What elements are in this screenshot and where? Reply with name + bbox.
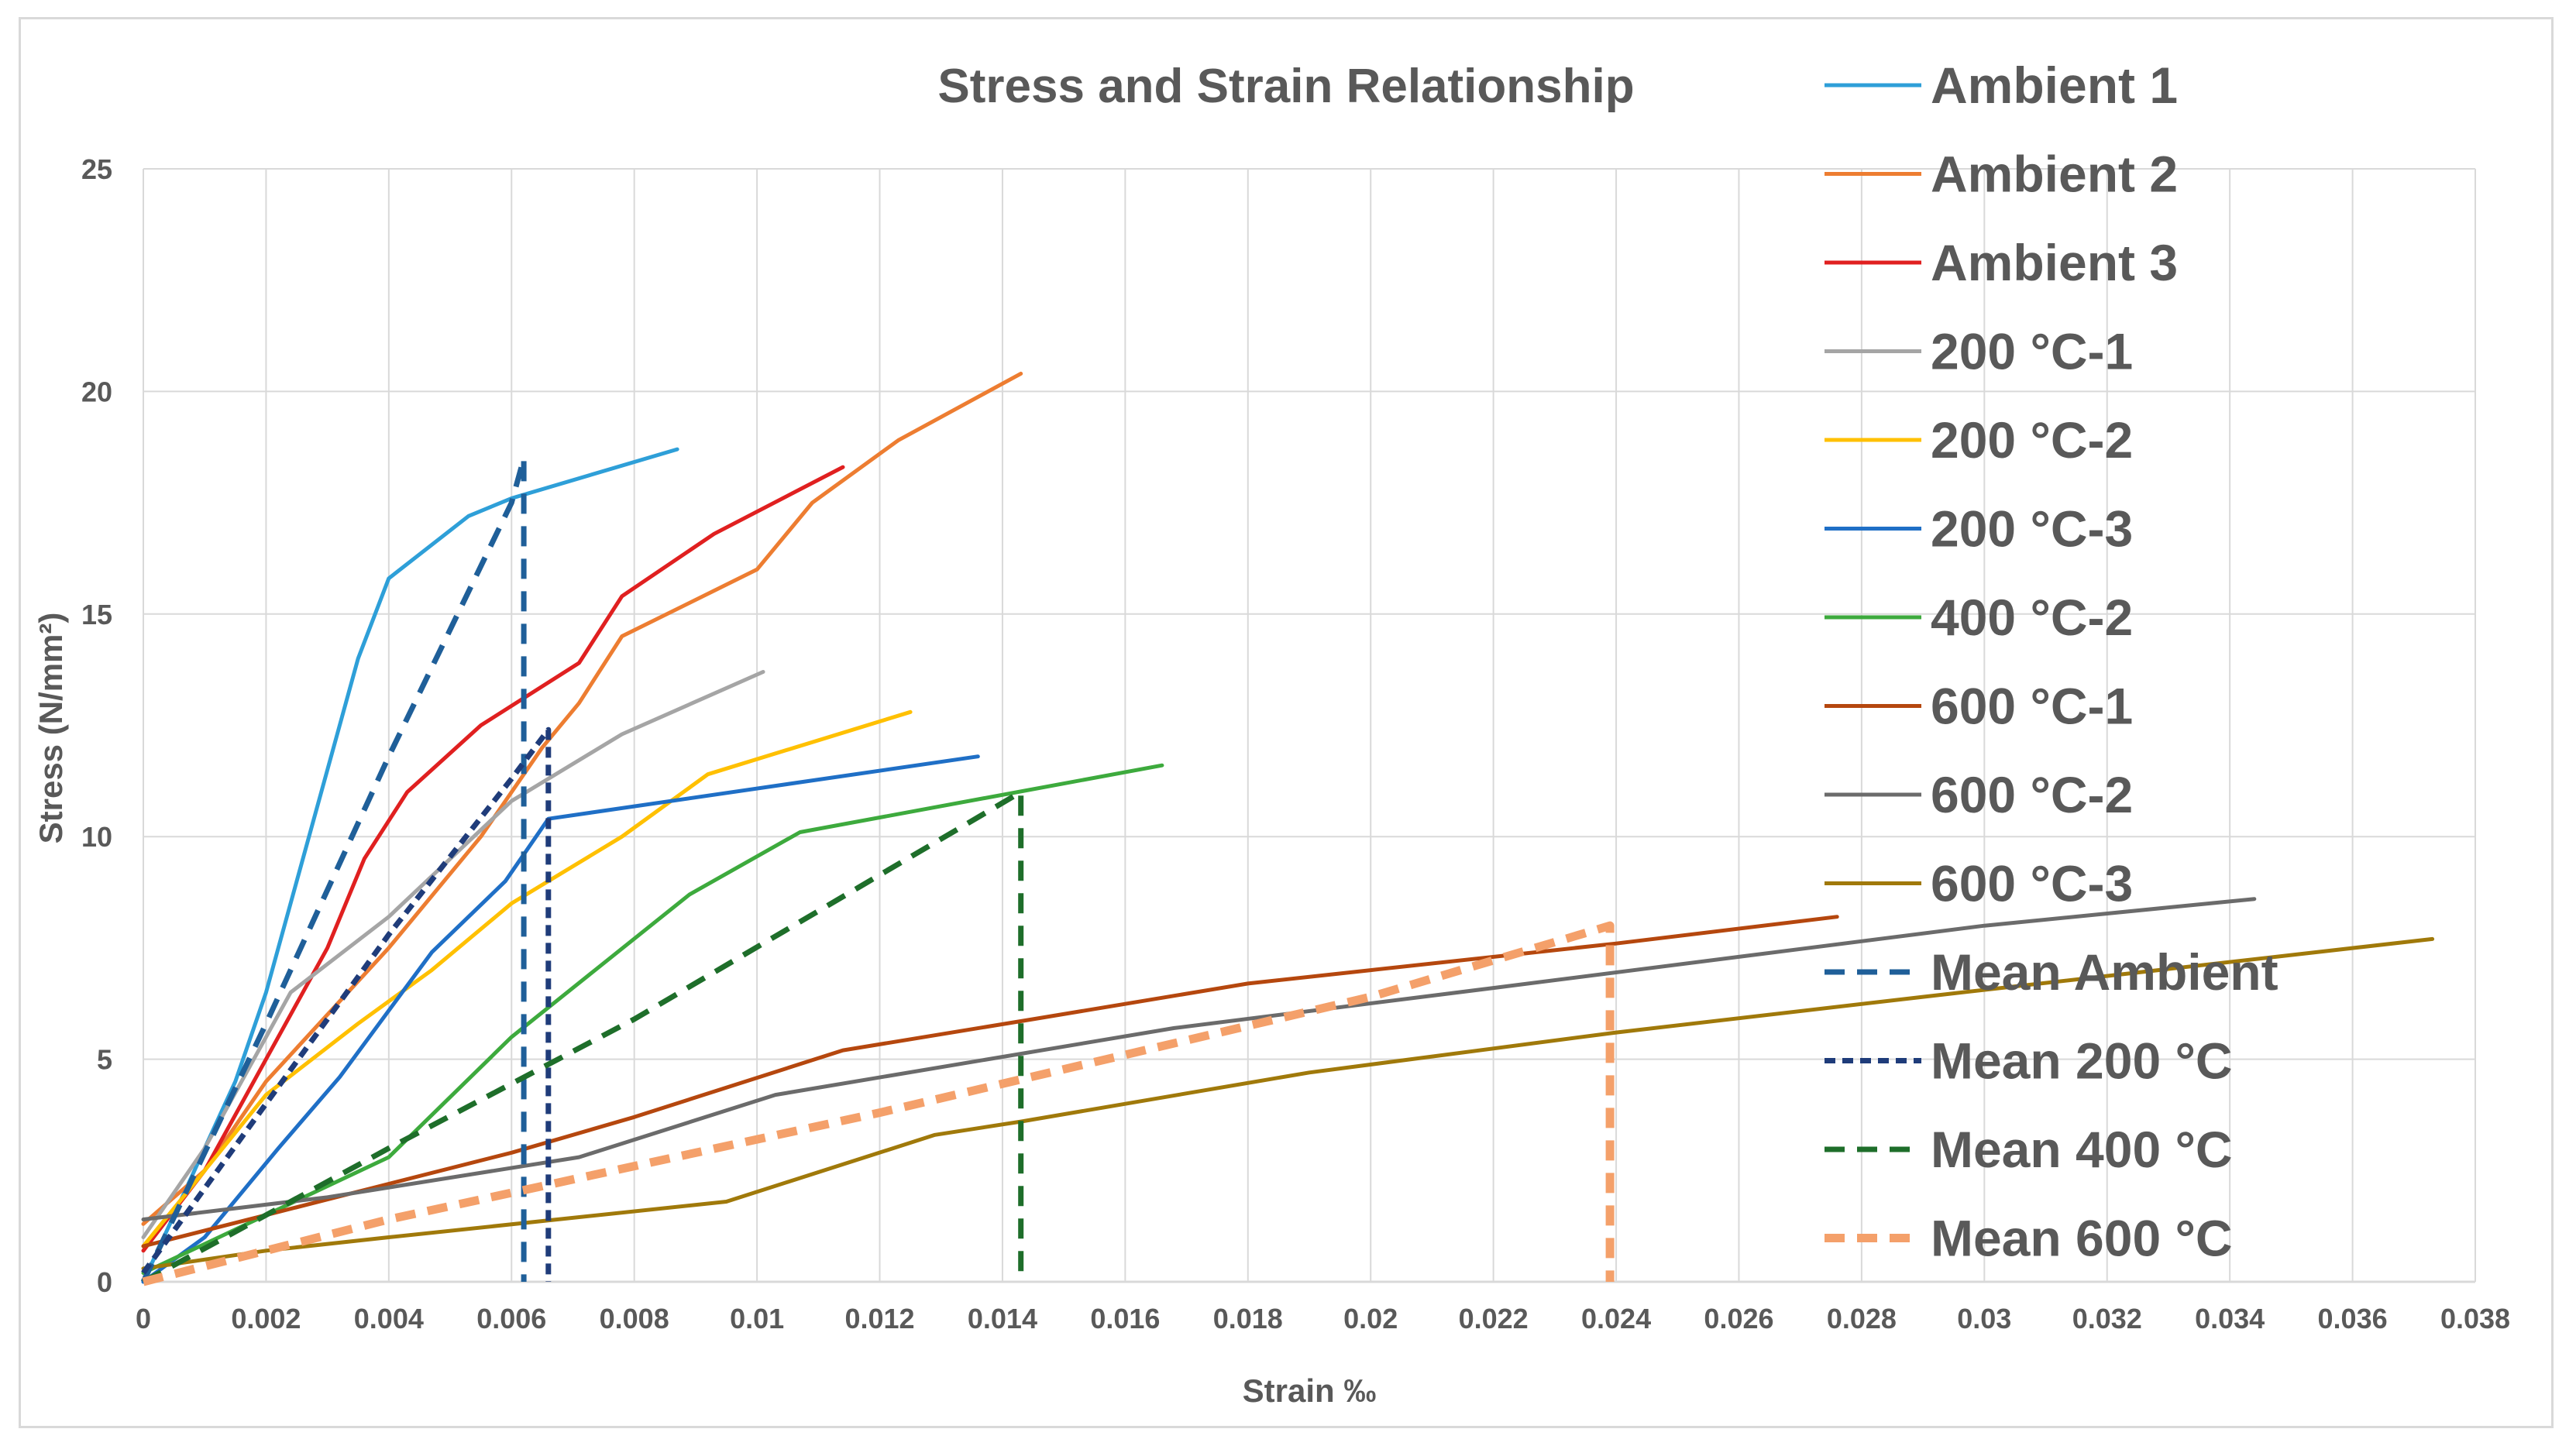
x-axis-label: Strain ‰	[1243, 1372, 1377, 1409]
x-tick-label: 0.03	[1957, 1303, 2011, 1334]
series-line-600-c-1	[141, 915, 1839, 1249]
series-line-ambient-2	[141, 371, 1023, 1226]
legend-label: Mean 200 °C	[1931, 1032, 2233, 1090]
series-line-mean-600-c	[142, 921, 1615, 1286]
legend-label: Ambient 2	[1931, 146, 2178, 203]
legend-label: 200 °C-1	[1931, 323, 2133, 380]
x-tick-label: 0	[136, 1303, 151, 1334]
y-tick-label: 25	[81, 153, 112, 185]
x-tick-label: 0.036	[2318, 1303, 2388, 1334]
y-tick-label: 5	[97, 1044, 112, 1076]
legend-label: Ambient 3	[1931, 234, 2178, 291]
x-tick-label: 0.008	[600, 1303, 669, 1334]
legend-label: Mean 600 °C	[1931, 1210, 2233, 1267]
x-tick-label: 0.002	[231, 1303, 301, 1334]
legend-label: Ambient 1	[1931, 57, 2178, 114]
series-line-200-c-3	[141, 754, 980, 1284]
y-tick-label: 0	[97, 1266, 112, 1298]
series-line-mean-200-c	[141, 726, 552, 1282]
x-tick-label: 0.022	[1459, 1303, 1529, 1334]
series-lines	[140, 371, 2435, 1286]
x-tick-label: 0.004	[354, 1303, 424, 1334]
x-tick-label: 0.026	[1704, 1303, 1773, 1334]
legend-label: 600 °C-1	[1931, 678, 2133, 735]
x-tick-label: 0.028	[1827, 1303, 1897, 1334]
series-line-mean-ambient	[140, 455, 527, 1283]
legend-label: 600 °C-2	[1931, 766, 2133, 823]
tick-labels: 0 0.002 0.004 0.006 0.008 0.01 0.012 0.014 0.016…	[81, 153, 2510, 1334]
series-line-ambient-3	[141, 465, 845, 1253]
legend-label: Mean 400 °C	[1931, 1121, 2233, 1178]
x-tick-label: 0.038	[2440, 1303, 2510, 1334]
x-tick-label: 0.012	[844, 1303, 914, 1334]
y-tick-label: 20	[81, 376, 112, 407]
x-tick-label: 0.024	[1581, 1303, 1651, 1334]
x-tick-label: 0.006	[476, 1303, 546, 1334]
y-tick-label: 10	[81, 821, 112, 853]
y-axis-label: Stress (N/mm²)	[33, 613, 69, 844]
legend-label: 200 °C-2	[1931, 411, 2133, 469]
chart-frame	[19, 17, 2554, 1428]
legend: Ambient 1 Ambient 2 Ambient 3 200 °C-1 200 °…	[1825, 57, 2279, 1267]
y-tick-label: 15	[81, 599, 112, 630]
x-tick-label: 0.02	[1343, 1303, 1398, 1334]
series-line-600-c-3	[141, 936, 2435, 1271]
series-line-mean-400-c	[142, 789, 1024, 1285]
x-tick-label: 0.018	[1213, 1303, 1283, 1334]
chart-title: Stress and Strain Relationship	[937, 60, 1634, 113]
legend-label: 200 °C-3	[1931, 500, 2133, 558]
x-tick-label: 0.01	[730, 1303, 784, 1334]
legend-label: 600 °C-3	[1931, 855, 2133, 912]
x-tick-label: 0.032	[2072, 1303, 2142, 1334]
series-line-ambient-1	[141, 447, 679, 1284]
series-line-600-c-2	[141, 897, 2257, 1221]
x-tick-label: 0.016	[1090, 1303, 1160, 1334]
legend-label: Mean Ambient	[1931, 943, 2279, 1001]
x-tick-label: 0.014	[968, 1303, 1037, 1334]
series-line-200-c-2	[141, 709, 913, 1249]
legend-label: 400 °C-2	[1931, 589, 2133, 646]
gridlines	[143, 168, 2476, 1283]
x-tick-label: 0.034	[2195, 1303, 2265, 1334]
